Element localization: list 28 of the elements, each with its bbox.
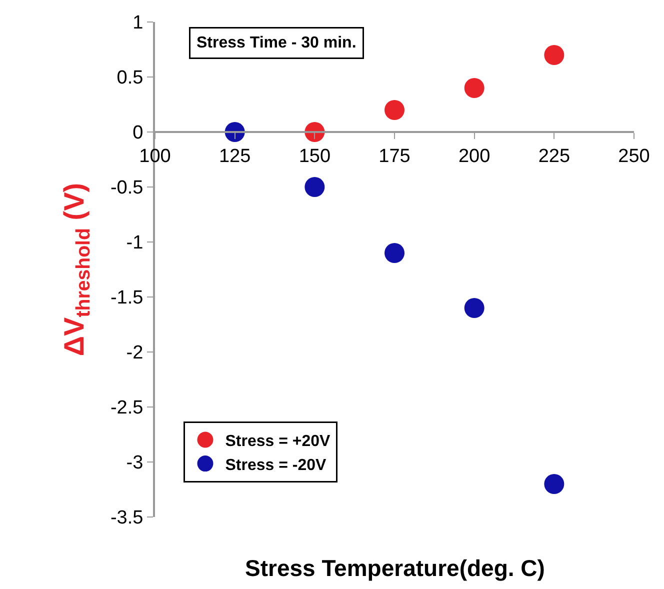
- x-tick-label: 100: [139, 146, 171, 167]
- x-tick-label: 250: [618, 146, 650, 167]
- y-tick-label: -0.5: [110, 178, 144, 199]
- x-tick-label: 175: [378, 146, 410, 167]
- y-tick-label: -3.5: [110, 508, 144, 529]
- y-tick-label: 1: [132, 12, 144, 34]
- y-tick-label: -1.5: [110, 288, 144, 309]
- legend-label: Stress = -20V: [225, 456, 327, 474]
- point: [544, 474, 564, 494]
- x-tick-label: 225: [538, 146, 570, 167]
- y-tick-label: -2.5: [110, 398, 144, 419]
- point: [384, 243, 404, 263]
- y-tick-label: -3: [126, 452, 144, 474]
- annotation: Stress Time - 30 min.: [196, 34, 356, 52]
- x-tick-label: 125: [218, 146, 251, 167]
- point: [464, 298, 484, 318]
- y-tick-label: 0: [132, 122, 144, 144]
- point: [384, 100, 404, 120]
- y-tick-label: 0.5: [116, 68, 144, 89]
- point: [464, 78, 484, 98]
- y-tick-label: -1: [126, 232, 144, 254]
- legend-label: Stress = +20V: [225, 432, 331, 450]
- y-tick-label: -2: [126, 342, 144, 364]
- x-axis-title: Stress Temperature(deg. C): [245, 555, 545, 581]
- x-tick-label: 150: [298, 146, 331, 167]
- point: [304, 177, 325, 197]
- point: [544, 45, 564, 65]
- x-tick-label: 200: [458, 146, 490, 167]
